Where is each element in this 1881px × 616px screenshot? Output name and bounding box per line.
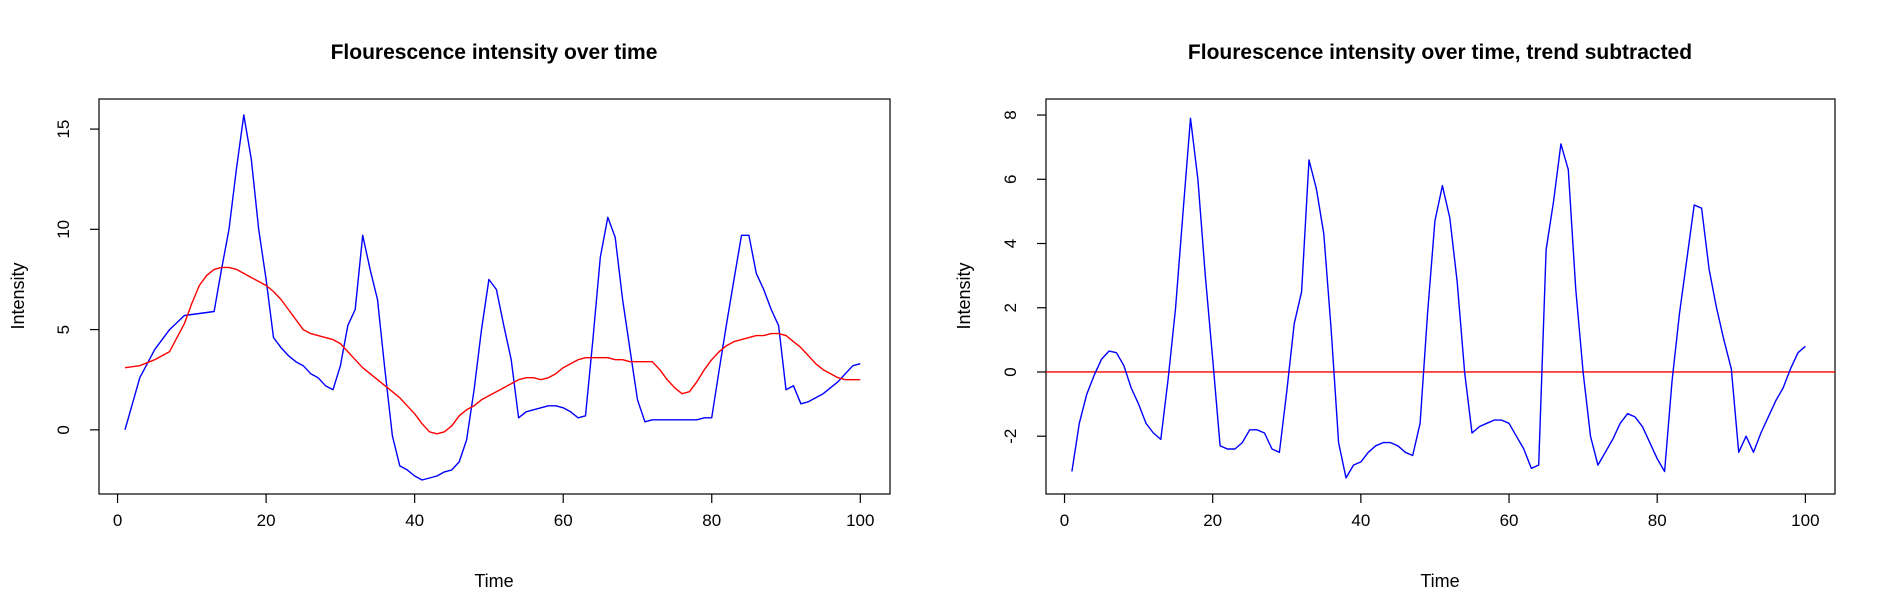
y-tick-label: 5 <box>54 325 73 334</box>
y-axis: -2 0 2 4 6 8 <box>1001 110 1046 444</box>
series-line-1 <box>1071 117 1806 479</box>
plot-frame <box>98 98 891 495</box>
x-tick-label: 60 <box>554 511 573 530</box>
plot-area <box>1046 117 1835 479</box>
x-tick-label: 60 <box>1500 511 1519 530</box>
y-tick-label: 15 <box>54 120 73 139</box>
chart-title: Flourescence intensity over time <box>331 41 658 64</box>
x-tick-label: 40 <box>405 511 424 530</box>
y-axis-label: Intensity <box>8 262 28 329</box>
y-tick-label: 6 <box>1001 175 1020 184</box>
x-tick-label: 20 <box>257 511 276 530</box>
x-axis: 0 20 40 60 80 100 <box>1060 494 1820 530</box>
y-axis: 0 5 10 15 <box>54 120 99 435</box>
y-tick-label: 0 <box>54 425 73 434</box>
x-tick-label: 100 <box>1791 511 1819 530</box>
x-tick-label: 0 <box>1060 511 1069 530</box>
x-axis: 0 20 40 60 80 100 <box>113 494 874 530</box>
x-tick-label: 20 <box>1203 511 1222 530</box>
y-tick-label: -2 <box>1001 429 1020 444</box>
y-tick-label: 8 <box>1001 110 1020 119</box>
x-tick-label: 100 <box>846 511 874 530</box>
plot-area <box>124 114 861 481</box>
y-tick-label: 0 <box>1001 367 1020 376</box>
panel-raw-intensity: Flourescence intensity over time Time In… <box>8 41 891 591</box>
plot-frame <box>1045 98 1836 495</box>
x-axis-label: Time <box>474 571 513 591</box>
y-tick-label: 4 <box>1001 239 1020 248</box>
x-tick-label: 0 <box>113 511 122 530</box>
series-line-2 <box>124 266 861 435</box>
y-axis-label: Intensity <box>954 262 974 329</box>
y-tick-label: 10 <box>54 220 73 239</box>
y-tick-label: 2 <box>1001 303 1020 312</box>
x-tick-label: 80 <box>1648 511 1667 530</box>
x-axis-label: Time <box>1420 571 1459 591</box>
chart-title: Flourescence intensity over time, trend … <box>1188 41 1692 64</box>
x-tick-label: 80 <box>702 511 721 530</box>
x-tick-label: 40 <box>1351 511 1370 530</box>
panel-trend-subtracted: Flourescence intensity over time, trend … <box>954 41 1836 591</box>
series-line-1 <box>124 114 861 481</box>
